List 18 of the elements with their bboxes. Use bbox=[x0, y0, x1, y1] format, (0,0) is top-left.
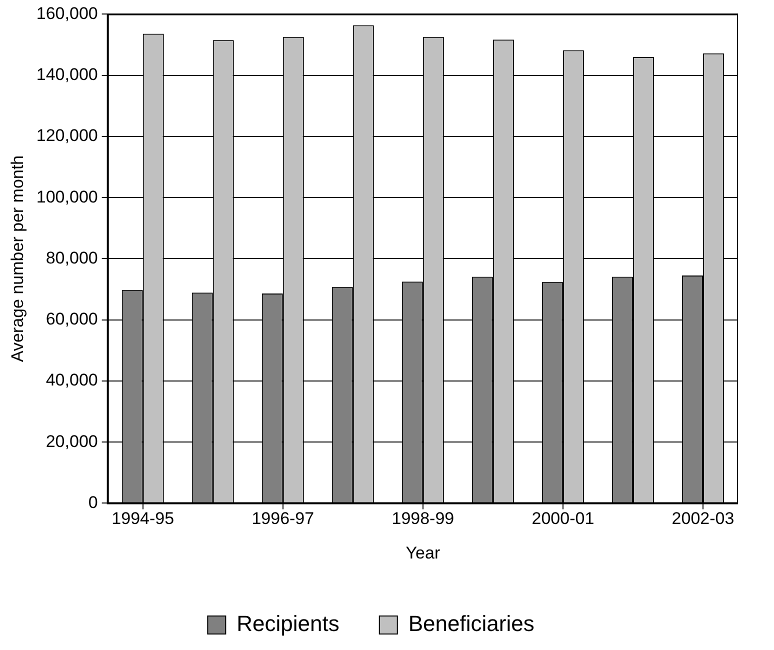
legend-label: Recipients bbox=[236, 611, 340, 636]
x-axis-title: Year bbox=[406, 543, 440, 562]
y-tick-label: 20,000 bbox=[46, 432, 98, 451]
y-tick-label: 40,000 bbox=[46, 370, 98, 390]
y-tick-label: 60,000 bbox=[46, 310, 98, 329]
x-tick-label: 2002-03 bbox=[672, 509, 734, 528]
x-tick-label: 2000-01 bbox=[532, 509, 594, 528]
y-tick-label: 160,000 bbox=[36, 4, 98, 23]
y-tick-label: 0 bbox=[88, 492, 98, 512]
legend-label: Beneficiaries bbox=[408, 611, 534, 636]
y-tick-label: 140,000 bbox=[36, 65, 98, 84]
x-tick-label: 1996-97 bbox=[252, 509, 314, 528]
x-tick-label: 1994-95 bbox=[112, 509, 174, 528]
y-tick-label: 120,000 bbox=[36, 126, 98, 146]
x-tick-label: 1998-99 bbox=[392, 509, 454, 528]
y-tick-label: 80,000 bbox=[46, 248, 98, 268]
y-axis-title: Average number per month bbox=[8, 155, 27, 362]
y-tick-label: 100,000 bbox=[36, 187, 98, 206]
